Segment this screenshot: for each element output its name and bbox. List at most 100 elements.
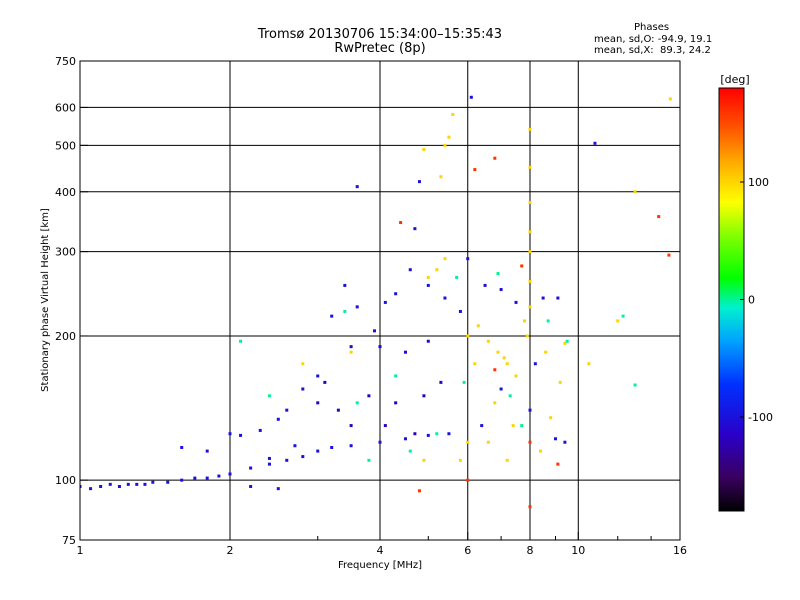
echo-point — [383, 300, 387, 304]
echo-point — [228, 472, 232, 476]
echo-point — [558, 380, 562, 384]
x-tick-label-2: 4 — [377, 544, 384, 557]
echo-point — [316, 401, 320, 405]
echo-point — [466, 478, 470, 482]
colorbar-label: [deg] — [720, 73, 749, 86]
echo-point — [439, 175, 443, 179]
echo-point — [514, 300, 518, 304]
echo-point — [473, 362, 477, 366]
echo-point — [239, 339, 243, 343]
echo-point — [249, 466, 253, 470]
echo-point — [355, 185, 359, 189]
echo-point — [520, 264, 524, 268]
phase-stats-o-mode: mean, sd,O: -94.9, 19.1 — [594, 34, 713, 45]
echo-point — [367, 394, 371, 398]
echo-point — [435, 268, 439, 272]
echo-point — [403, 350, 407, 354]
echo-point — [556, 462, 560, 466]
echo-point — [417, 489, 421, 493]
echo-point — [668, 97, 672, 101]
echo-point — [239, 433, 243, 437]
echo-point — [217, 474, 221, 478]
echo-point — [528, 408, 532, 412]
echo-point — [565, 339, 569, 343]
echo-point — [505, 362, 509, 366]
echo-point — [528, 165, 532, 169]
echo-point — [143, 482, 147, 486]
echo-point — [258, 428, 262, 432]
echo-point — [451, 112, 455, 116]
echo-point — [349, 424, 353, 428]
echo-point — [343, 283, 347, 287]
echo-point — [616, 319, 620, 323]
echo-point — [367, 458, 371, 462]
echo-point — [180, 445, 184, 449]
echo-point — [426, 339, 430, 343]
echo-point — [89, 487, 93, 491]
echo-point — [466, 334, 470, 338]
echo-point — [343, 309, 347, 313]
echo-point — [514, 374, 518, 378]
echo-point — [394, 401, 398, 405]
echo-point — [480, 424, 484, 428]
echo-point — [422, 394, 426, 398]
echo-point — [633, 383, 637, 387]
echo-point — [466, 440, 470, 444]
echo-point — [563, 341, 567, 345]
colorbar-ticks: 100 0 -100 — [740, 176, 773, 424]
echo-point — [499, 288, 503, 292]
echo-point — [267, 462, 271, 466]
echo-point — [426, 275, 430, 279]
echo-point — [267, 456, 271, 460]
echo-point — [330, 314, 334, 318]
echo-point — [499, 387, 503, 391]
echo-point — [99, 484, 103, 488]
echo-point — [439, 380, 443, 384]
chart-subtitle: RwPretec (8p) — [334, 41, 426, 56]
y-tick-label-4: 400 — [55, 186, 76, 199]
echo-point — [408, 449, 412, 453]
echo-point — [355, 401, 359, 405]
echo-point — [426, 283, 430, 287]
echo-point — [549, 416, 553, 420]
echo-point — [621, 314, 625, 318]
echo-point — [336, 408, 340, 412]
y-tick-label-7: 750 — [55, 55, 76, 68]
echo-point — [413, 432, 417, 436]
echo-point — [443, 296, 447, 300]
echo-point — [553, 437, 557, 441]
echo-point — [544, 350, 548, 354]
echo-point — [316, 374, 320, 378]
colorbar-tick-label-1: 0 — [748, 294, 755, 307]
echo-point — [502, 356, 506, 360]
echo-point — [528, 279, 532, 283]
echo-point — [180, 478, 184, 482]
echo-point — [483, 283, 487, 287]
echo-point — [383, 424, 387, 428]
echo-point — [126, 482, 130, 486]
x-tick-label-3: 6 — [464, 544, 471, 557]
echo-point — [276, 487, 280, 491]
echo-point — [496, 272, 500, 276]
chart-title: Tromsø 20130706 15:34:00–15:35:43 — [257, 27, 503, 42]
colorbar — [718, 87, 745, 512]
echo-point — [422, 148, 426, 152]
echo-point — [293, 444, 297, 448]
echo-point — [193, 476, 197, 480]
echo-point — [473, 168, 477, 172]
y-axis-label: Stationary phase Virtual Height [km] — [40, 208, 51, 392]
echo-point — [523, 319, 527, 323]
echo-point — [458, 309, 462, 313]
echo-point — [528, 127, 532, 131]
echo-point — [443, 143, 447, 147]
echo-point — [476, 324, 480, 328]
y-tick-label-6: 600 — [55, 101, 76, 114]
echo-point — [151, 480, 155, 484]
echo-point — [455, 275, 459, 279]
echo-point — [80, 484, 82, 488]
echo-point — [349, 345, 353, 349]
y-tick-label-3: 300 — [55, 246, 76, 259]
echo-point — [593, 141, 597, 145]
echo-point — [285, 458, 289, 462]
echo-point — [399, 221, 403, 225]
